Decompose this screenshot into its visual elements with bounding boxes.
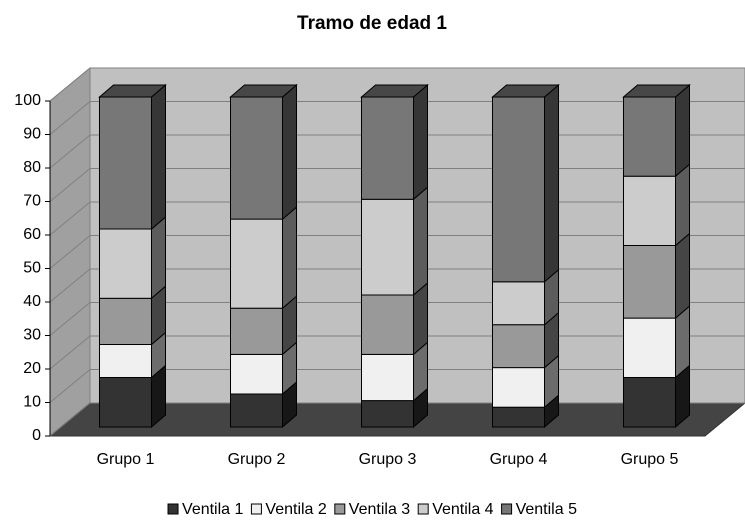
x-tick-label: Grupo 1 <box>97 451 155 468</box>
bar <box>230 353 283 395</box>
bar-side <box>413 186 428 297</box>
legend-swatch <box>417 503 429 515</box>
bar <box>361 294 414 355</box>
bar <box>99 297 152 345</box>
x-tick-label: Grupo 3 <box>359 451 417 468</box>
bar <box>230 96 283 220</box>
bar-top <box>491 84 560 98</box>
bar <box>492 367 545 408</box>
x-tick-label: Grupo 2 <box>228 451 286 468</box>
bar-side <box>675 83 690 178</box>
bar <box>361 353 414 402</box>
bar-top <box>229 84 298 98</box>
bar-side <box>282 83 297 221</box>
legend-swatch <box>167 503 179 515</box>
bar <box>623 96 676 177</box>
bar-top <box>360 84 429 98</box>
bar <box>99 377 152 428</box>
bar-side <box>151 83 166 231</box>
bar <box>623 175 676 246</box>
bar <box>492 406 545 428</box>
bar <box>99 344 152 378</box>
chart-title: Tramo de edad 1 <box>297 13 447 34</box>
x-tick-label: Grupo 4 <box>490 451 548 468</box>
y-tick-label: 80 <box>23 159 41 176</box>
bar-side <box>413 83 428 201</box>
bar <box>623 377 676 428</box>
bar-side <box>151 215 166 300</box>
bar-top <box>98 84 167 98</box>
y-tick-label: 70 <box>23 193 41 210</box>
x-tick-label: Grupo 5 <box>621 451 679 468</box>
bar-side <box>282 206 297 310</box>
y-tick-label: 50 <box>23 260 41 277</box>
bar <box>361 96 414 200</box>
legend-label: Ventila 1 <box>182 501 243 518</box>
y-tick-label: 40 <box>23 293 41 310</box>
bar <box>230 307 283 355</box>
bar-side <box>544 83 559 283</box>
y-tick-label: 100 <box>14 92 41 109</box>
bar <box>623 317 676 379</box>
bar <box>361 400 414 428</box>
bar <box>623 245 676 319</box>
legend-label: Ventila 4 <box>432 501 493 518</box>
legend-label: Ventila 3 <box>349 501 410 518</box>
bar <box>361 198 414 296</box>
legend-label: Ventila 2 <box>265 501 326 518</box>
bar-top <box>622 84 691 98</box>
y-tick-label: 90 <box>23 126 41 143</box>
y-tick-label: 30 <box>23 327 41 344</box>
legend-swatch <box>334 503 346 515</box>
y-tick-label: 10 <box>23 394 41 411</box>
bar <box>230 218 283 309</box>
legend-swatch <box>501 503 513 515</box>
bar <box>492 324 545 369</box>
y-tick-label: 20 <box>23 360 41 377</box>
bar-side <box>675 163 690 247</box>
grid-line <box>49 67 745 102</box>
bar <box>230 393 283 428</box>
y-tick-label: 0 <box>32 427 41 444</box>
legend-swatch <box>250 503 262 515</box>
bar <box>99 96 152 230</box>
y-tick-label: 60 <box>23 226 41 243</box>
legend: Ventila 1 Ventila 2 Ventila 3 Ventila 4 Vent… <box>167 501 577 518</box>
legend-label: Ventila 5 <box>516 501 577 518</box>
bar <box>99 228 152 299</box>
bar-side <box>675 232 690 320</box>
bar <box>492 281 545 326</box>
bar <box>492 96 545 283</box>
